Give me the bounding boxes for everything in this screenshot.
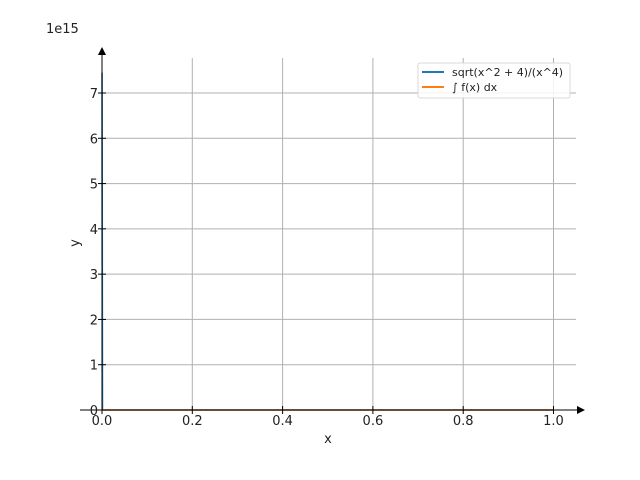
legend-label: sqrt(x^2 + 4)/(x^4)	[452, 66, 563, 79]
y-tick-label: 1	[90, 359, 98, 374]
y-offset-label: 1e15	[46, 22, 79, 37]
x-axis-arrow	[577, 406, 585, 414]
legend-box	[417, 62, 571, 99]
x-tick-label: 0.0	[92, 414, 113, 429]
series-layer	[101, 72, 554, 411]
axes	[80, 47, 585, 414]
x-tick-label: 1.0	[543, 414, 564, 429]
y-axis-label: y	[68, 239, 83, 247]
y-tick-label: 2	[90, 313, 98, 328]
y-tick-label: 7	[90, 87, 98, 102]
grid	[101, 58, 576, 411]
y-tick-label: 3	[90, 268, 98, 283]
y-tick-label: 5	[90, 178, 98, 193]
y-tick-label: 6	[90, 132, 98, 147]
x-tick-label: 0.2	[182, 414, 203, 429]
legend-label: ∫ f(x) dx	[452, 81, 498, 94]
x-axis-label: x	[324, 432, 332, 447]
x-tick-label: 0.8	[453, 414, 474, 429]
x-tick-label: 0.4	[272, 414, 293, 429]
y-axis-arrow	[98, 47, 106, 55]
y-tick-label: 0	[90, 404, 98, 419]
ticks: 0.0 0.2 0.4 0.6 0.8 1.0 0 1 2 3 4 5 6 7	[90, 87, 564, 429]
series-line-0	[101, 72, 554, 411]
y-tick-label: 4	[90, 223, 98, 238]
legend: sqrt(x^2 + 4)/(x^4) ∫ f(x) dx	[417, 62, 571, 99]
x-tick-label: 0.6	[363, 414, 384, 429]
